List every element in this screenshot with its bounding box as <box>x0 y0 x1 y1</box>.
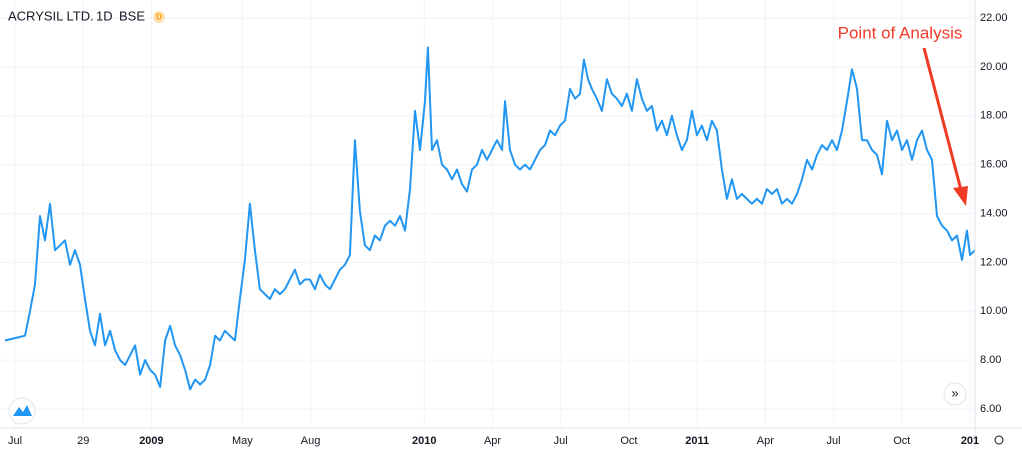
x-tick-label: Aug <box>301 435 321 447</box>
x-tick-label: 201 <box>961 435 979 447</box>
x-tick-label: Oct <box>620 435 637 447</box>
x-tick-label: May <box>232 435 253 447</box>
y-tick-label: 22.00 <box>980 12 1008 24</box>
x-tick-label: Oct <box>893 435 910 447</box>
x-tick-label: 2011 <box>685 435 709 447</box>
x-tick-label: 2009 <box>139 435 163 447</box>
x-tick-label: Apr <box>757 435 774 447</box>
arrow-head <box>953 186 968 206</box>
grid <box>0 0 975 428</box>
y-tick-label: 14.00 <box>980 207 1008 219</box>
x-tick-label: Jul <box>554 435 568 447</box>
exchange: BSE <box>119 8 145 23</box>
x-tick-label: Jul <box>8 435 22 447</box>
badge: D <box>156 13 162 22</box>
x-tick-label: Apr <box>484 435 501 447</box>
badge-bg <box>153 11 165 23</box>
x-tick-label: 2010 <box>412 435 436 447</box>
y-tick-label: 18.00 <box>980 110 1008 122</box>
scroll-button[interactable] <box>943 382 967 406</box>
price-line <box>4 46 976 391</box>
scroll-icon: » <box>951 385 958 400</box>
annotation-arrow <box>922 47 963 191</box>
y-tick-label: 6.00 <box>980 403 1001 415</box>
logo-icon <box>13 405 32 416</box>
annotation: Point of Analysis <box>838 23 963 42</box>
interval: 1D <box>96 8 113 23</box>
settings-icon[interactable] <box>994 435 1004 445</box>
x-tick-label: 29 <box>77 435 89 447</box>
y-tick-label: 12.00 <box>980 256 1008 268</box>
y-tick-label: 10.00 <box>980 305 1008 317</box>
symbol-title: ACRYSIL LTD. <box>8 8 94 23</box>
y-tick-label: 8.00 <box>980 354 1001 366</box>
y-tick-label: 20.00 <box>980 61 1008 73</box>
y-tick-label: 16.00 <box>980 159 1008 171</box>
x-tick-label: Jul <box>827 435 841 447</box>
plot <box>4 46 976 391</box>
